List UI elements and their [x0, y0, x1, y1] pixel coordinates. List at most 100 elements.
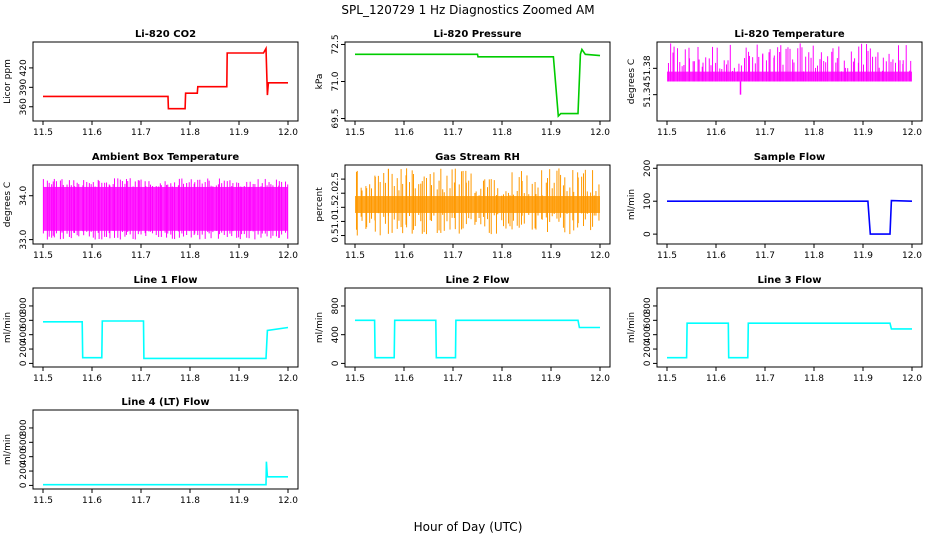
x-tick-label: 11.9 [229, 496, 249, 506]
y-axis-label: degrees C [3, 182, 13, 227]
x-tick-label: 11.5 [345, 251, 365, 261]
y-tick-label: 2.5 [331, 172, 341, 186]
series-line-0 [43, 45, 288, 110]
x-tick-label: 11.6 [394, 251, 414, 261]
y-tick-label: 0 [19, 360, 29, 366]
y-tick-label: 600 [643, 311, 653, 328]
x-tick-label: 12.0 [590, 128, 610, 138]
y-tick-label: 34.0 [19, 185, 29, 205]
y-tick-label: 390 [19, 78, 29, 95]
series-line-0 [43, 320, 289, 360]
x-tick-label: 11.5 [345, 128, 365, 138]
y-tick-label: 800 [331, 297, 341, 314]
x-tick-label: 11.5 [657, 128, 677, 138]
x-tick-label: 11.8 [804, 251, 824, 261]
panel-0: Li-820 CO2 11.5 11.6 11.7 11.8 11.9 12.0 360 390… [3, 29, 299, 138]
x-tick-label: 11.8 [492, 374, 512, 384]
x-tick-label: 12.0 [278, 496, 298, 506]
y-axis-label: ml/min [627, 189, 637, 220]
y-tick-label: 0 [331, 360, 341, 366]
x-tick-label: 11.7 [755, 374, 775, 384]
noise-band [355, 196, 600, 213]
y-tick-label: 800 [643, 297, 653, 314]
x-tick-label: 11.8 [180, 128, 200, 138]
panel-7: Line 2 Flow 11.5 11.6 11.7 11.8 11.9 12.0 0 400 8… [315, 275, 611, 384]
panel-8: Line 3 Flow 11.5 11.6 11.7 11.8 11.9 12.0 0 2004… [627, 275, 923, 384]
series-line-0 [43, 461, 288, 486]
panel-title: Li-820 Temperature [734, 29, 844, 40]
y-tick-label: 69.5 [331, 109, 341, 129]
panel-title: Line 4 (LT) Flow [121, 397, 209, 408]
panel-title: Li-820 CO2 [135, 29, 196, 40]
x-tick-label: 11.6 [82, 251, 102, 261]
x-tick-label: 11.5 [657, 251, 677, 261]
y-axis-label: ml/min [3, 434, 13, 465]
noise-spikes [355, 168, 600, 236]
y-tick-label: 1.5 [331, 200, 341, 214]
y-tick-label: 800 [19, 419, 29, 436]
x-tick-label: 11.7 [131, 374, 151, 384]
panel-title: Gas Stream RH [435, 152, 520, 163]
x-tick-label: 11.8 [180, 251, 200, 261]
x-tick-label: 11.9 [229, 128, 249, 138]
y-tick-label: 51.34 [643, 82, 653, 108]
y-tick-label: 200 [643, 159, 653, 176]
y-tick-label: 72.5 [331, 34, 341, 54]
panel-2: Li-820 Temperature 11.5 11.6 11.7 11.8 11.9 12… [627, 29, 923, 138]
x-tick-label: 11.6 [82, 496, 102, 506]
panel-3: Ambient Box Temperature 11.5 11.6 11.7 11.8 1… [3, 152, 299, 261]
y-tick-label: 200 [643, 340, 653, 357]
x-tick-label: 11.9 [853, 251, 873, 261]
series-line-0 [355, 47, 601, 118]
x-tick-label: 11.6 [706, 374, 726, 384]
panel-6: Line 1 Flow 11.5 11.6 11.7 11.8 11.9 12.0 0 2004… [3, 275, 299, 384]
panel-title: Li-820 Pressure [433, 29, 521, 40]
y-tick-label: 800 [19, 297, 29, 314]
x-tick-label: 11.8 [492, 128, 512, 138]
y-tick-label: 200 [19, 340, 29, 357]
panel-title: Sample Flow [754, 152, 826, 163]
x-tick-label: 11.6 [82, 128, 102, 138]
x-tick-label: 11.5 [33, 496, 53, 506]
x-tick-label: 11.5 [345, 374, 365, 384]
y-axis-label: kPa [315, 74, 325, 90]
plot-frame [656, 41, 923, 122]
x-tick-label: 11.9 [853, 374, 873, 384]
panel-title: Line 3 Flow [758, 275, 822, 286]
y-tick-label: 0 [19, 482, 29, 488]
y-tick-label: 400 [643, 326, 653, 343]
panel-5: Sample Flow 11.5 11.6 11.7 11.8 11.9 12.0 0 100 2… [627, 152, 923, 261]
plot-frame [32, 164, 299, 245]
x-tick-label: 11.7 [755, 128, 775, 138]
x-tick-label: 11.6 [706, 251, 726, 261]
y-tick-label: 400 [19, 326, 29, 343]
x-tick-label: 11.5 [33, 251, 53, 261]
plot-frame [656, 287, 923, 368]
x-tick-label: 12.0 [902, 374, 922, 384]
x-tick-label: 11.7 [443, 374, 463, 384]
panel-4: Gas Stream RH 11.5 11.6 11.7 11.8 11.9 12.0 0.5… [315, 152, 611, 261]
plot-frame [32, 41, 299, 122]
x-tick-label: 11.5 [657, 374, 677, 384]
y-tick-label: 100 [643, 192, 653, 209]
y-tick-label: 0 [643, 231, 653, 237]
y-tick-label: 71.0 [331, 71, 341, 91]
x-tick-label: 11.6 [394, 374, 414, 384]
x-tick-label: 11.8 [804, 374, 824, 384]
y-axis-label: percent [315, 187, 325, 222]
x-tick-label: 11.8 [804, 128, 824, 138]
panel-1: Li-820 Pressure 11.5 11.6 11.7 11.8 11.9 12.0 6… [315, 29, 611, 138]
x-tick-label: 11.7 [131, 496, 151, 506]
x-tick-label: 11.7 [755, 251, 775, 261]
panel-title: Line 2 Flow [446, 275, 510, 286]
x-tick-label: 12.0 [902, 128, 922, 138]
noise-spikes [42, 178, 289, 240]
y-tick-label: 600 [19, 433, 29, 450]
y-tick-label: 2.0 [331, 186, 341, 201]
y-tick-label: 400 [19, 448, 29, 465]
x-tick-label: 11.6 [82, 374, 102, 384]
x-tick-label: 12.0 [278, 251, 298, 261]
series-line-0 [667, 199, 913, 235]
